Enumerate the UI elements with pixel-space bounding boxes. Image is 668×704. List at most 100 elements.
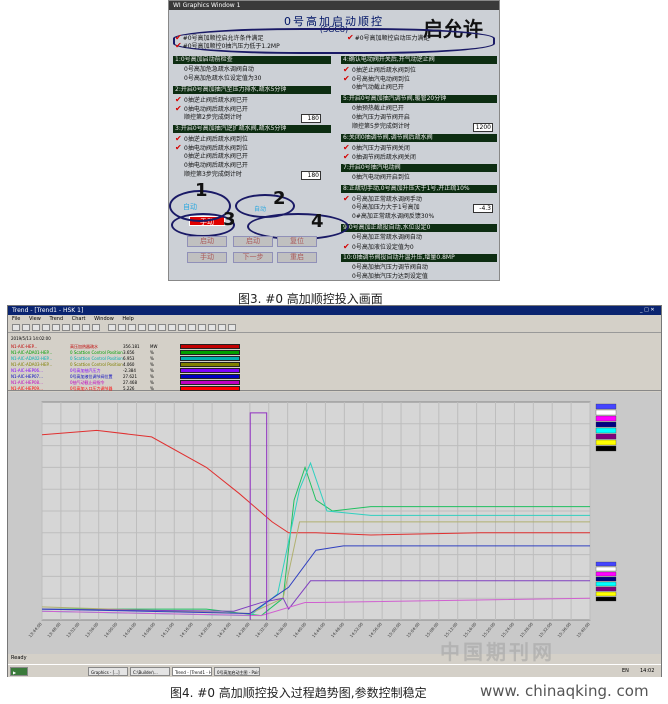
step-item-text: 0号高加危急疏水调阀自动 [184,66,254,73]
step-item: 0号高加危急疏水调阀自动 [175,66,254,74]
marker-3: 3 [223,209,236,230]
legend-color-bar [180,374,240,379]
restart-button[interactable]: 重启 [277,252,317,263]
legend-unit: % [150,374,154,379]
step-item-text: 0号高抽汽电动阀到位 [352,76,410,83]
time-tick-label: 15:36:00 [556,621,572,638]
legend-value: 5.226 [123,386,135,391]
toolbar-button[interactable] [118,324,126,331]
legend-tag: N1-AIC-HEP08... [11,380,43,385]
scale-chip [595,409,617,416]
legend-unit: % [150,350,154,355]
toolbar-button[interactable] [72,324,80,331]
toolbar-button[interactable] [228,324,236,331]
legend-tag: N1-AIC-HEP09... [11,386,43,391]
permit-right: ✔#0号高加顺控启动压力满足 [347,33,430,43]
step-item: 0抽汽压力调节阀开启 [343,114,410,122]
window-controls[interactable]: _ □ ✕ [640,307,655,313]
toolbar-button[interactable] [12,324,20,331]
toolbar-button[interactable] [128,324,136,331]
toolbar-button[interactable] [148,324,156,331]
legend-row[interactable]: N1-AIC-HEP08... 0抽气动截止阀指令 27.468% [8,380,661,385]
trend-title-bar: Trend - [Trend1 - HSK 1] [8,306,661,315]
toolbar-button[interactable] [188,324,196,331]
legend-row[interactable]: N1-AIC-HEP07... 0号高加液位调节阀位置 27.621% [8,374,661,379]
toolbar-button[interactable] [108,324,116,331]
time-tick-label: 14:12:00 [160,621,176,638]
step-item: ✔ 0号高加液位设定值为0 [343,243,414,252]
toolbar-button[interactable] [168,324,176,331]
toolbar-button[interactable] [52,324,60,331]
menu-window[interactable]: Window [94,316,114,322]
toolbar-button[interactable] [32,324,40,331]
toolbar-button[interactable] [138,324,146,331]
menu-trend[interactable]: Trend [49,316,64,322]
status-text: Ready [11,655,27,661]
time-tick-label: 15:04:00 [405,621,421,638]
legend-row[interactable]: N1-AIC-HEP09... 0号高加入口压力调节器 5.226% [8,386,661,391]
legend-row[interactable]: N1-AIC-ADA01-HEP... 0 Scattion Control Po… [8,350,661,355]
step-item-text: 0号高加危疏水位设定值为30 [184,75,262,82]
legend-desc: 0抽气动截止阀指令 [70,380,105,385]
check-icon: ✔ [347,33,354,42]
step-header: 2:开启0号高加抽汽至压力排水,疏水5分钟 [173,86,331,94]
trend-menu-bar: File View Trend Chart Window Help [8,315,661,323]
step-item-text: 0号高加压力大于1号高加 [352,204,420,211]
legend-value: -2.384 [123,368,136,373]
check-icon: ✔ [175,134,182,143]
hmi-screen: 0号高加启动顺控 (SGC8) 启允许 ✔#0号高加顺控启允许条件满足 ✔#0号… [169,10,499,280]
toolbar-button[interactable] [218,324,226,331]
task-item-3[interactable]: Trend - [Trend1 - HSK...] [172,667,212,676]
start-button[interactable]: ▶ [10,667,28,676]
step-item: 0号高加危疏水位设定值为30 [175,75,261,83]
legend-value: 6.953 [123,356,135,361]
legend-row[interactable]: N1-AIC-ADA02-HEP... 0 Scattion Control Po… [8,356,661,361]
menu-chart[interactable]: Chart [71,316,86,322]
toolbar-button[interactable] [198,324,206,331]
legend-desc: 0 Scattion Control Position [70,362,123,367]
toolbar-button[interactable] [92,324,100,331]
manual-button[interactable]: 手动 [187,252,227,263]
legend-desc: 0号高加抽汽压力 [70,368,101,373]
check-icon: ✔ [175,41,182,50]
ime-indicator[interactable]: EN [622,668,629,674]
time-tick-label: 14:44:00 [311,621,327,638]
menu-file[interactable]: File [12,316,21,322]
legend-desc: 0 Scattion Control Position [70,356,123,361]
step-item: 0抽汽电动阀开启到位 [343,174,410,182]
toolbar-button[interactable] [178,324,186,331]
toolbar-button[interactable] [158,324,166,331]
step-item: 0#高加正常疏水调阀反馈30% [343,213,434,221]
start-button-2[interactable]: 启动 [233,236,273,247]
toolbar-button[interactable] [62,324,70,331]
toolbar-button[interactable] [22,324,30,331]
next-step-button[interactable]: 下一步 [233,252,273,263]
task-item-2[interactable]: C:\Builder\... [130,667,170,676]
legend-row[interactable]: N1-AIC-ADA03-HEP... 0 Scattion Control Po… [8,362,661,367]
task-item-1[interactable]: Graphics - [...] [88,667,128,676]
toolbar-button[interactable] [208,324,216,331]
legend-color-bar [180,380,240,385]
trend-chart: 13:44:00 13:48:00 13:52:00 13:56:00 14:00:00… [27,401,617,638]
step-item: ✔ 0抽电动阀后疏水阀到位 [175,144,248,153]
figure-3-caption: 图3. #0 高加顺控投入画面 [238,292,383,306]
legend-value: 27.621 [123,374,137,379]
step-item-text: 0抽逆止阀后疏水阀已开 [184,97,248,104]
step-item: ✔ 0号高加正常疏水调阀手动 [343,195,422,204]
task-item-4[interactable]: 0号高加启动主图 - Paint [214,667,260,676]
trend-datetime: 2019/5/13 14:02:00 [11,336,51,341]
step-item: 0抽气动截止阀已开 [343,84,404,92]
legend-tag: N1-AIC-ADA02-HEP... [11,356,53,361]
check-icon: ✔ [343,194,350,203]
step-item-text: 0号高加液位设定值为0 [352,244,414,251]
reset-button[interactable]: 复位 [277,236,317,247]
toolbar-button[interactable] [82,324,90,331]
legend-row[interactable]: N1-AIC-HEP... 高压加热器疏水 356.181 MW [8,344,661,349]
legend-row[interactable]: N1-AIC-HEP06... 0号高加抽汽压力 -2.384% [8,368,661,373]
menu-help[interactable]: Help [122,316,134,322]
menu-view[interactable]: View [28,316,41,322]
step-item: ✔ 0抽逆止阀后疏水阀到位 [175,135,248,144]
start-button-1[interactable]: 启动 [187,236,227,247]
toolbar-button[interactable] [42,324,50,331]
step-header: 7:开启0号抽汽电动阀 [341,164,497,172]
